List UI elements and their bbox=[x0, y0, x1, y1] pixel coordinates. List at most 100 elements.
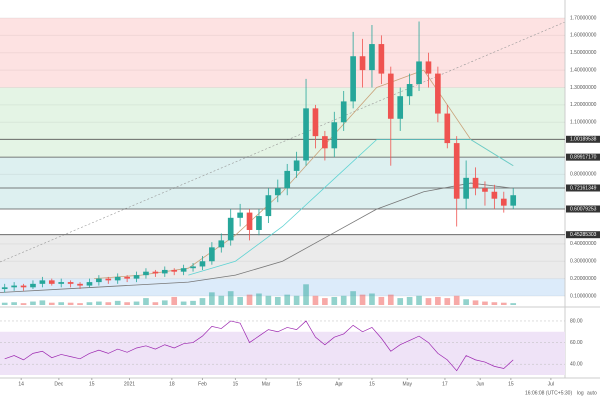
candle-body bbox=[444, 113, 451, 144]
volume-bar bbox=[256, 293, 262, 305]
zone bbox=[0, 234, 565, 279]
candle-body bbox=[453, 143, 460, 199]
rsi-tick-label: 40.00 bbox=[570, 362, 583, 368]
volume-bar bbox=[303, 284, 309, 305]
candle-body bbox=[463, 177, 469, 199]
x-tick-label: 15 bbox=[233, 381, 239, 387]
y-tick-label: 1.40000000 bbox=[570, 67, 597, 73]
candle-body bbox=[11, 285, 17, 288]
candle-body bbox=[77, 283, 83, 286]
candle-body bbox=[387, 73, 394, 119]
volume-bar bbox=[58, 302, 65, 305]
volume-bar bbox=[133, 301, 140, 305]
volume-bar bbox=[124, 302, 130, 305]
zone bbox=[0, 87, 565, 158]
x-tick-label: 15 bbox=[296, 381, 302, 387]
zone bbox=[0, 18, 565, 88]
candle-body bbox=[369, 44, 375, 71]
volume-bar bbox=[161, 300, 168, 305]
y-tick-label: 0.40000000 bbox=[570, 241, 597, 247]
x-tick-label: Dec bbox=[54, 381, 63, 387]
volume-bar bbox=[406, 296, 413, 305]
candle-body bbox=[397, 96, 404, 119]
y-tick-label: 1.70000000 bbox=[570, 15, 597, 21]
candle-body bbox=[114, 276, 121, 281]
candle-body bbox=[491, 191, 498, 199]
candle-body bbox=[161, 269, 168, 274]
candle-body bbox=[209, 247, 215, 262]
candle-body bbox=[152, 271, 159, 274]
volume-bar bbox=[500, 302, 507, 305]
y-tick-label: 1.50000000 bbox=[570, 50, 597, 56]
x-tick-label: May bbox=[403, 381, 413, 387]
candle-body bbox=[48, 280, 55, 284]
volume-bar bbox=[20, 303, 27, 305]
level-label: 0.45285303 bbox=[570, 232, 597, 238]
candle-body bbox=[86, 282, 93, 286]
zone bbox=[0, 278, 565, 296]
volume-bar bbox=[482, 301, 488, 305]
auto-toggle[interactable]: auto bbox=[587, 390, 597, 396]
volume-bar bbox=[312, 295, 319, 305]
y-tick-label: 0.30000000 bbox=[570, 259, 597, 265]
candle-body bbox=[472, 177, 479, 189]
y-tick-label: 0.80000000 bbox=[570, 172, 597, 178]
y-tick-label: 1.10000000 bbox=[570, 120, 597, 126]
candle-body bbox=[274, 188, 281, 196]
volume-bar bbox=[350, 291, 356, 305]
candle-body bbox=[67, 282, 74, 284]
candle-body bbox=[312, 108, 319, 137]
candle-body bbox=[171, 269, 178, 272]
candle-body bbox=[237, 212, 243, 218]
candle-body bbox=[406, 84, 413, 97]
level-label: 0.89917170 bbox=[570, 154, 597, 160]
x-tick-label: 2021 bbox=[124, 381, 135, 387]
candle-body bbox=[416, 61, 422, 85]
x-tick-label: Feb bbox=[198, 381, 207, 387]
candle-body bbox=[303, 108, 309, 161]
volume-bar bbox=[369, 293, 375, 305]
candle-body bbox=[20, 285, 27, 288]
volume-bar bbox=[246, 294, 253, 305]
candle-body bbox=[1, 287, 8, 290]
volume-bar bbox=[114, 300, 121, 305]
candle-body bbox=[482, 188, 488, 192]
moving-average bbox=[188, 139, 514, 276]
volume-bar bbox=[453, 295, 460, 305]
rsi-tick-label: 60.00 bbox=[570, 340, 583, 346]
x-tick-label: Apr bbox=[335, 381, 343, 387]
volume-bar bbox=[190, 300, 196, 305]
volume-bar bbox=[378, 296, 385, 305]
volume-bar bbox=[284, 294, 291, 305]
volume-bar bbox=[472, 300, 479, 305]
volume-bar bbox=[96, 301, 102, 305]
volume-bar bbox=[510, 303, 517, 305]
volume-bar bbox=[237, 296, 243, 305]
candle-body bbox=[500, 198, 507, 206]
volume-bar bbox=[1, 302, 8, 305]
volume-bar bbox=[209, 292, 215, 305]
candle-body bbox=[180, 268, 187, 272]
level-tag bbox=[566, 231, 600, 239]
candle-body bbox=[284, 170, 291, 189]
candle-body bbox=[265, 195, 272, 217]
log-toggle[interactable]: log bbox=[577, 390, 584, 396]
x-tick-label: Mar bbox=[262, 381, 271, 387]
candle-body bbox=[510, 195, 517, 206]
candle-body bbox=[105, 278, 112, 281]
volume-bar bbox=[331, 296, 338, 305]
background bbox=[0, 18, 565, 296]
level-tag bbox=[566, 135, 600, 143]
time: 16:06:08 (UTC+5:30) bbox=[525, 390, 572, 396]
level-tag bbox=[566, 153, 600, 161]
x-tick-label: 17 bbox=[442, 381, 448, 387]
volume-bar bbox=[105, 302, 112, 305]
candle-body bbox=[143, 271, 149, 276]
candle-body bbox=[190, 266, 196, 269]
rsi-tick-label: 80.00 bbox=[570, 318, 583, 324]
y-tick-label: 0.20000000 bbox=[570, 276, 597, 282]
level-label: 0.72161349 bbox=[570, 185, 597, 191]
candle-body bbox=[293, 160, 300, 171]
